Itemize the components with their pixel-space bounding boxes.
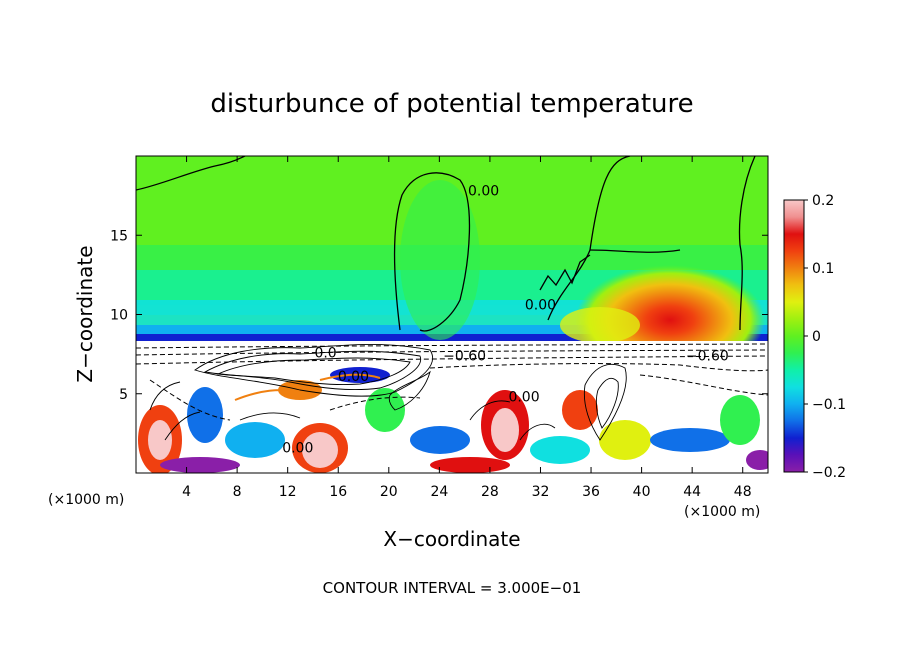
x-tick-label: 36 bbox=[582, 484, 600, 500]
chart-title: disturbunce of potential temperature bbox=[210, 89, 693, 119]
contour-label: −0.60 bbox=[686, 348, 729, 364]
inversion-band bbox=[136, 334, 768, 341]
colorbar bbox=[783, 199, 805, 473]
contour-label: 0.00 bbox=[338, 369, 369, 385]
y-axis-label: Z−coordinate bbox=[73, 245, 97, 382]
x-tick-label: 44 bbox=[683, 484, 701, 500]
contour-label: 0.00 bbox=[508, 390, 539, 406]
contour-labels: 0.000.00−0.60 −0.600.000.000.000.0 bbox=[282, 184, 729, 457]
contour-label: 0.00 bbox=[282, 440, 313, 456]
cloud-contours bbox=[149, 343, 627, 441]
x-tick-label: 4 bbox=[182, 484, 191, 500]
y-axis: 5 10 15 bbox=[110, 228, 768, 403]
contour-interval-text: CONTOUR INTERVAL = 3.000E−01 bbox=[323, 579, 582, 597]
y-tick-label: 5 bbox=[119, 387, 128, 403]
x-unit-right: (×1000 m) bbox=[684, 504, 760, 520]
x-tick-label: 12 bbox=[279, 484, 297, 500]
x-tick-label: 48 bbox=[734, 484, 752, 500]
x-tick-label: 28 bbox=[481, 484, 499, 500]
zero-contours bbox=[136, 156, 756, 332]
x-axis: 4 8 12 16 20 24 28 32 36 40 44 48 bbox=[182, 156, 752, 500]
negative-contours bbox=[136, 343, 768, 421]
contour-label: 0.0 bbox=[314, 345, 336, 361]
colorbar-tick-label: 0 bbox=[812, 329, 821, 345]
colorbar-ticks: 0.2 0.1 0 −0.1 −0.2 bbox=[804, 193, 846, 481]
colorbar-tick-label: −0.2 bbox=[812, 465, 846, 481]
colorbar-tick-label: −0.1 bbox=[812, 397, 846, 413]
lower-color-blobs bbox=[138, 367, 768, 473]
x-tick-label: 32 bbox=[532, 484, 550, 500]
colorbar-tick-label: 0.2 bbox=[812, 193, 834, 209]
contour-label: 0.00 bbox=[525, 298, 556, 314]
x-unit-left: (×1000 m) bbox=[48, 492, 124, 508]
x-tick-label: 20 bbox=[380, 484, 398, 500]
contour-label: 0.00 bbox=[468, 184, 499, 200]
x-tick-label: 8 bbox=[233, 484, 242, 500]
orange-streaks bbox=[234, 373, 381, 401]
contour-label: −0.60 bbox=[443, 348, 486, 364]
y-tick-label: 15 bbox=[110, 228, 128, 244]
x-tick-label: 40 bbox=[633, 484, 651, 500]
x-tick-label: 24 bbox=[430, 484, 448, 500]
y-tick-label: 10 bbox=[110, 308, 128, 324]
x-tick-label: 16 bbox=[329, 484, 347, 500]
yellow-region bbox=[560, 307, 640, 343]
colorbar-tick-label: 0.1 bbox=[812, 261, 834, 277]
x-axis-label: X−coordinate bbox=[383, 527, 520, 551]
plot-area bbox=[136, 156, 768, 473]
